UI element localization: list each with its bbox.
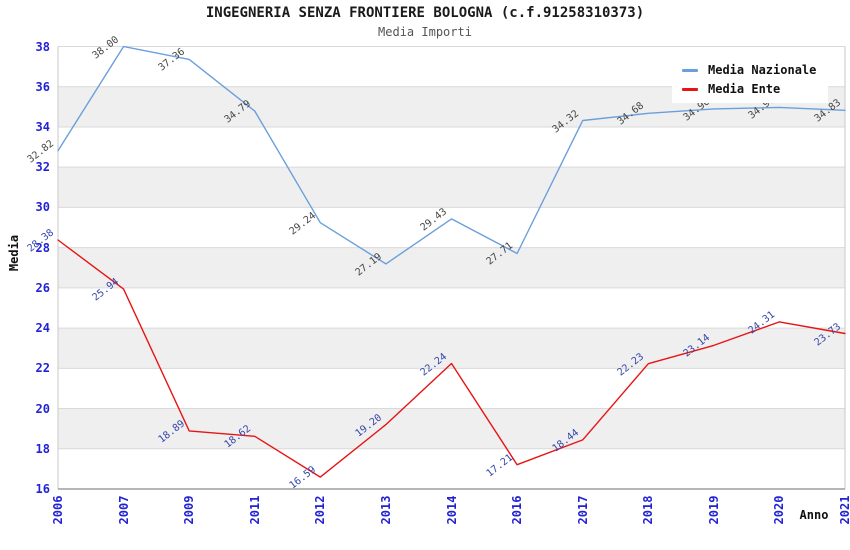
- chart-subtitle: Media Importi: [378, 25, 472, 39]
- plot-band: [58, 408, 845, 449]
- plot-band: [58, 247, 845, 288]
- legend-label: Media Nazionale: [708, 63, 817, 77]
- media-nazionale-line-marker-icon: [682, 68, 698, 72]
- legend-item-media-ente: Media Ente: [682, 82, 816, 96]
- x-axis-title: Anno: [799, 508, 829, 522]
- legend-item-media-nazionale: Media Nazionale: [682, 63, 816, 77]
- y-axis-title: Media: [7, 234, 21, 272]
- legend-label: Media Ente: [708, 82, 781, 96]
- chart-title: INGEGNERIA SENZA FRONTIERE BOLOGNA (c.f.…: [205, 5, 645, 21]
- series-line-media-nazionale: [57, 45, 846, 265]
- plot-band: [58, 167, 845, 208]
- media-ente-line-marker-icon: [682, 87, 698, 91]
- plot-band: [58, 328, 845, 369]
- legend: Media Nazionale Media Ente: [672, 56, 829, 103]
- series-line-media-ente: [57, 239, 846, 478]
